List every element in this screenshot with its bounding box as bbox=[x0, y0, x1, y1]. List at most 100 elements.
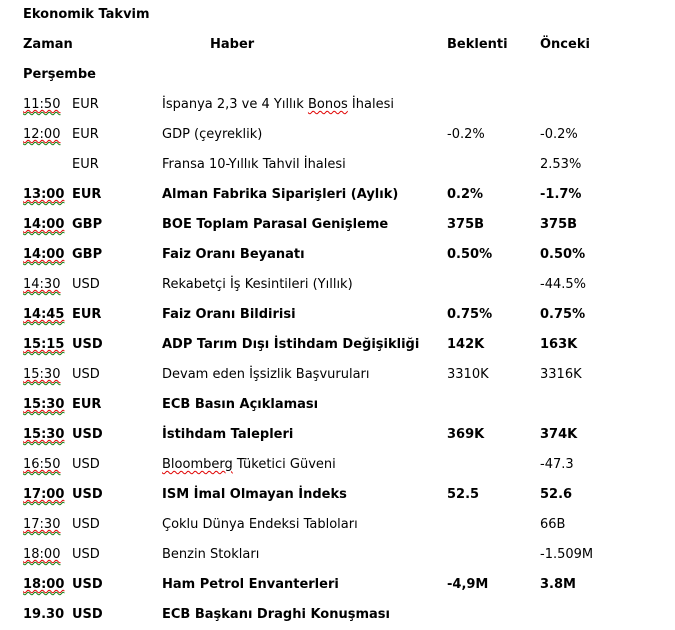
event-time: 14:00 bbox=[23, 217, 72, 232]
event-previous: -47.3 bbox=[540, 457, 574, 472]
event-previous: -1.7% bbox=[540, 187, 582, 202]
event-time: 15:15 bbox=[23, 337, 72, 352]
page-title: Ekonomik Takvim bbox=[23, 7, 150, 22]
grammar-squiggle: 15:30 bbox=[23, 427, 65, 442]
event-title: ECB Başkanı Draghi Konuşması bbox=[162, 607, 390, 622]
table-header: Zaman Haber Beklenti Önceki bbox=[0, 37, 675, 67]
event-time: 19.30 bbox=[23, 607, 65, 622]
day-row: Perşembe bbox=[0, 67, 675, 97]
spellcheck-squiggle: 15:30 bbox=[23, 397, 64, 412]
event-title: Benzin Stokları bbox=[162, 547, 260, 562]
spellcheck-squiggle: 14:00 bbox=[23, 217, 64, 232]
misspelled-word: Bloomberg bbox=[162, 457, 233, 472]
event-previous: -1.509M bbox=[540, 547, 594, 562]
grammar-squiggle: 16:50 bbox=[23, 457, 61, 472]
spellcheck-squiggle: 12:00 bbox=[23, 127, 60, 142]
col-header-news-cell: Haber bbox=[162, 37, 447, 52]
event-forecast: 0.50% bbox=[447, 247, 493, 262]
event-currency: USD bbox=[72, 607, 103, 622]
event-time: 17:00 bbox=[23, 487, 72, 502]
event-previous: 3.8M bbox=[540, 577, 576, 592]
grammar-squiggle: 12:00 bbox=[23, 127, 61, 142]
grammar-squiggle: 11:50 bbox=[23, 97, 61, 112]
event-time: 13:00 bbox=[23, 187, 72, 202]
event-time: 18:00 bbox=[23, 577, 72, 592]
spellcheck-squiggle: 17:00 bbox=[23, 487, 64, 502]
event-currency: USD bbox=[72, 517, 100, 532]
grammar-squiggle: 17:00 bbox=[23, 487, 65, 502]
event-previous: 0.50% bbox=[540, 247, 586, 262]
event-time: 14:00 bbox=[23, 247, 72, 262]
event-forecast: 375B bbox=[447, 217, 485, 232]
event-row: 15:30 EUR ECB Basın Açıklaması bbox=[0, 397, 675, 427]
event-row: 15:30 USD Devam eden İşsizlik Başvuruları 3… bbox=[0, 367, 675, 397]
event-time: 15:30 bbox=[23, 427, 72, 442]
event-row: 14:45 EUR Faiz Oranı Bildirisi 0.75% 0.75% bbox=[0, 307, 675, 337]
event-forecast: 142K bbox=[447, 337, 485, 352]
event-time: 14:30 bbox=[23, 277, 72, 292]
spellcheck-squiggle: 15:15 bbox=[23, 337, 64, 352]
grammar-squiggle: 18:00 bbox=[23, 547, 61, 562]
event-title: Çoklu Dünya Endeksi Tabloları bbox=[162, 517, 358, 532]
col-header-news: Haber bbox=[210, 37, 255, 52]
event-row: 17:30 USD Çoklu Dünya Endeksi Tabloları 66B bbox=[0, 517, 675, 547]
event-time: 18:00 bbox=[23, 547, 72, 562]
spellcheck-squiggle: 11:50 bbox=[23, 97, 60, 112]
event-previous: 3316K bbox=[540, 367, 582, 382]
event-time: 16:50 bbox=[23, 457, 72, 472]
event-time: 17:30 bbox=[23, 517, 72, 532]
col-header-previous: Önceki bbox=[540, 37, 590, 52]
event-forecast: 52.5 bbox=[447, 487, 480, 502]
event-title: ADP Tarım Dışı İstihdam Değişikliği bbox=[162, 337, 420, 352]
event-forecast: 0.75% bbox=[447, 307, 493, 322]
event-previous: 66B bbox=[540, 517, 566, 532]
day-label: Perşembe bbox=[23, 67, 96, 82]
grammar-squiggle: 14:30 bbox=[23, 277, 61, 292]
event-forecast: -4,9M bbox=[447, 577, 489, 592]
event-row: EUR Fransa 10-Yıllık Tahvil İhalesi 2.53% bbox=[0, 157, 675, 187]
event-row: 11:50 EUR İspanya 2,3 ve 4 Yıllık Bonos İh… bbox=[0, 97, 675, 127]
spellcheck-squiggle: 14:45 bbox=[23, 307, 64, 322]
event-previous: 0.75% bbox=[540, 307, 586, 322]
event-previous: 52.6 bbox=[540, 487, 573, 502]
event-forecast: 3310K bbox=[447, 367, 489, 382]
event-currency: GBP bbox=[72, 217, 103, 232]
event-title: Alman Fabrika Siparişleri (Aylık) bbox=[162, 187, 399, 202]
event-currency: USD bbox=[72, 547, 100, 562]
event-previous: -44.5% bbox=[540, 277, 586, 292]
event-title: ECB Basın Açıklaması bbox=[162, 397, 319, 412]
event-currency: USD bbox=[72, 427, 103, 442]
event-title: Devam eden İşsizlik Başvuruları bbox=[162, 367, 370, 382]
event-forecast: 0.2% bbox=[447, 187, 484, 202]
spellcheck-squiggle: 14:30 bbox=[23, 277, 60, 292]
event-currency: EUR bbox=[72, 157, 99, 172]
grammar-squiggle: 15:30 bbox=[23, 397, 65, 412]
event-currency: EUR bbox=[72, 127, 99, 142]
event-title: ISM İmal Olmayan İndeks bbox=[162, 487, 347, 502]
event-title: Rekabetçi İş Kesintileri (Yıllık) bbox=[162, 277, 353, 292]
event-currency: GBP bbox=[72, 247, 103, 262]
event-title: Ham Petrol Envanterleri bbox=[162, 577, 339, 592]
event-currency: USD bbox=[72, 367, 100, 382]
event-currency: USD bbox=[72, 487, 103, 502]
event-row: 16:50 USD Bloomberg Tüketici Güveni -47.3 bbox=[0, 457, 675, 487]
event-time: 15:30 bbox=[23, 397, 72, 412]
spellcheck-squiggle: 14:00 bbox=[23, 247, 64, 262]
event-title: Bloomberg Tüketici Güveni bbox=[162, 457, 336, 472]
spellcheck-squiggle: 15:30 bbox=[23, 427, 64, 442]
event-currency: EUR bbox=[72, 97, 99, 112]
spellcheck-squiggle: 18:00 bbox=[23, 547, 60, 562]
event-currency: USD bbox=[72, 277, 100, 292]
event-previous: 374K bbox=[540, 427, 578, 442]
event-previous: 375B bbox=[540, 217, 578, 232]
event-row: 18:00 USD Ham Petrol Envanterleri -4,9M 3.8M bbox=[0, 577, 675, 607]
event-row: 17:00 USD ISM İmal Olmayan İndeks 52.5 52.6 bbox=[0, 487, 675, 517]
event-time: 15:30 bbox=[23, 367, 72, 382]
spellcheck-squiggle: 16:50 bbox=[23, 457, 60, 472]
grammar-squiggle: 14:00 bbox=[23, 217, 65, 232]
event-currency: USD bbox=[72, 337, 103, 352]
event-time: 11:50 bbox=[23, 97, 72, 112]
event-forecast: -0.2% bbox=[447, 127, 485, 142]
event-previous: 163K bbox=[540, 337, 578, 352]
spellcheck-squiggle: 15:30 bbox=[23, 367, 60, 382]
